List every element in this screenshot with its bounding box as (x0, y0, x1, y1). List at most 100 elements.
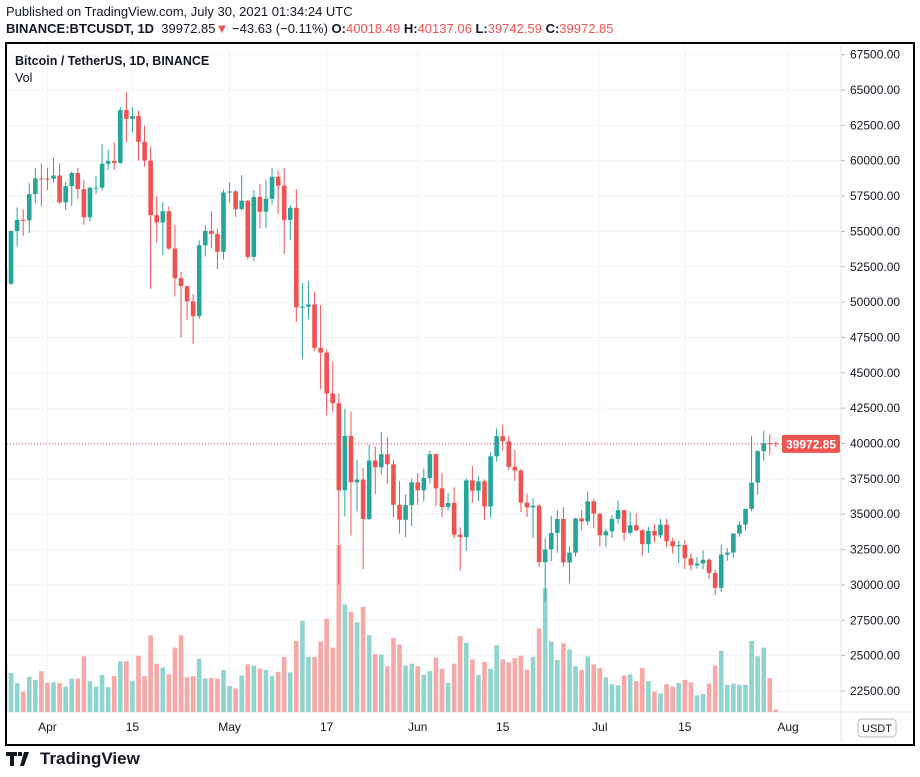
volume-bar (725, 684, 730, 712)
volume-bar (463, 642, 469, 712)
volume-bar (172, 647, 178, 712)
y-tick-label: 27500.00 (850, 613, 900, 627)
candle-body (591, 501, 597, 514)
candle-body (567, 552, 572, 563)
volume-bar (281, 656, 287, 712)
volume-bar (603, 677, 609, 712)
candle-body (463, 480, 469, 538)
candle-body (670, 541, 675, 547)
candle-body (743, 508, 748, 525)
volume-bar (366, 635, 372, 712)
brand-name: TradingView (40, 749, 140, 768)
volume-bar (87, 681, 93, 712)
volume-bar (275, 671, 281, 712)
y-tick-label: 47500.00 (850, 330, 900, 344)
volume-bar (397, 644, 402, 712)
y-tick-label: 67500.00 (850, 48, 900, 62)
candle-body (621, 510, 627, 533)
volume-bar (755, 656, 760, 712)
candle-body (755, 451, 760, 483)
candle-body (318, 347, 323, 353)
candle-body (494, 436, 499, 457)
candle-body (239, 200, 244, 210)
volume-bar (233, 688, 238, 712)
candle-body (603, 531, 609, 536)
volume-bar (615, 685, 621, 712)
volume-bar (45, 682, 50, 712)
candlestick-chart[interactable]: 67500.00 65000.00 62500.00 60000.00 57500.00… (7, 44, 911, 742)
candle-body (39, 178, 44, 180)
volume-bar (688, 682, 694, 712)
volume-bar (676, 682, 682, 712)
candle-body (555, 518, 560, 533)
volume-bar (142, 676, 147, 712)
candle-body (385, 454, 390, 465)
volume-bar (184, 677, 190, 712)
candle-body (433, 454, 439, 489)
volume-bar (69, 678, 75, 712)
candle-body (178, 278, 184, 287)
candle-body (154, 215, 160, 223)
candle-body (706, 559, 712, 574)
volume-bar (476, 674, 481, 712)
volume-bar (33, 679, 38, 712)
volume-bar (415, 666, 421, 712)
candle-body (731, 533, 736, 553)
x-tick-label: Jul (592, 720, 607, 734)
candle-body (658, 524, 663, 536)
volume-bar (130, 681, 135, 712)
candle-body (451, 502, 457, 535)
candle-body (215, 233, 220, 252)
y-tick-label: 37500.00 (850, 472, 900, 486)
volume-bar (148, 635, 153, 712)
low-value: 39742.59 (487, 21, 542, 36)
candle-body (330, 393, 336, 404)
candle-body (737, 524, 742, 534)
candle-body (652, 530, 657, 536)
candle-body (287, 207, 293, 220)
candle-body (391, 464, 396, 505)
candle-body (324, 352, 329, 394)
volume-bar (202, 678, 208, 712)
candle-body (336, 403, 342, 491)
volume-bar (342, 604, 348, 712)
candle-body (202, 230, 208, 246)
tradingview-logo[interactable]: TradingView (6, 749, 140, 769)
y-tick-label: 50000.00 (850, 295, 900, 309)
candle-body (482, 481, 487, 507)
volume-bar (154, 663, 160, 712)
volume-bar (743, 684, 748, 712)
candle-body (45, 178, 50, 180)
close-value: 39972.85 (559, 21, 614, 36)
low-label: L: (475, 21, 488, 36)
volume-bar (518, 655, 524, 712)
volume-bar (93, 686, 99, 712)
volume-bar (749, 640, 754, 712)
candle-body (142, 141, 147, 161)
volume-bar (633, 681, 639, 712)
volume-bar (336, 545, 342, 712)
volume-bar (403, 665, 408, 712)
volume-bar (372, 653, 378, 712)
volume-bar (75, 678, 81, 712)
candle-body (348, 436, 354, 483)
candle-body (512, 466, 518, 471)
volume-bar (488, 668, 493, 712)
y-tick-label: 25000.00 (850, 649, 900, 663)
candle-body (427, 454, 433, 478)
volume-bar (439, 668, 445, 712)
y-tick-label: 52500.00 (850, 260, 900, 274)
candle-body (166, 211, 172, 249)
volume-bar (567, 649, 572, 712)
candle-body (561, 518, 566, 563)
volume-bar (263, 669, 269, 712)
volume-bar (682, 679, 688, 712)
candle-body (275, 176, 281, 186)
candle-body (294, 207, 299, 308)
volume-bar (767, 677, 773, 712)
volume-bar (737, 684, 742, 712)
volume-bar (700, 694, 706, 712)
candle-body (33, 178, 38, 195)
candle-body (281, 185, 287, 220)
y-tick-label: 55000.00 (850, 224, 900, 238)
